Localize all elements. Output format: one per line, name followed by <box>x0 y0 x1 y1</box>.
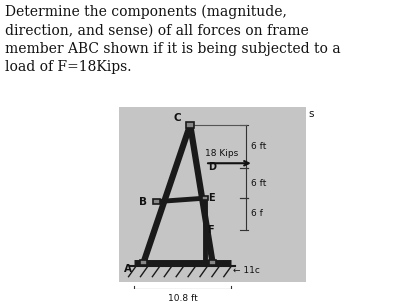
Text: s: s <box>308 109 314 119</box>
Text: 18 Kips: 18 Kips <box>205 149 238 158</box>
Text: F: F <box>207 225 214 235</box>
Text: A: A <box>124 264 132 274</box>
Bar <box>209 260 216 265</box>
Text: Determine the components (magnitude,
direction, and sense) of all forces on fram: Determine the components (magnitude, dir… <box>5 5 340 74</box>
Text: E: E <box>208 193 215 203</box>
Bar <box>186 122 194 128</box>
Text: B: B <box>138 197 147 207</box>
Bar <box>119 107 306 282</box>
Bar <box>140 260 147 265</box>
Text: 6 f: 6 f <box>251 209 263 218</box>
Text: C: C <box>174 112 181 122</box>
Text: ← 11c: ← 11c <box>233 266 260 275</box>
Bar <box>153 199 160 204</box>
Text: 10.8 ft: 10.8 ft <box>168 294 198 303</box>
Bar <box>202 196 208 201</box>
Text: D: D <box>208 162 217 172</box>
Text: 6 ft: 6 ft <box>251 142 266 151</box>
Text: 6 ft: 6 ft <box>251 179 266 188</box>
